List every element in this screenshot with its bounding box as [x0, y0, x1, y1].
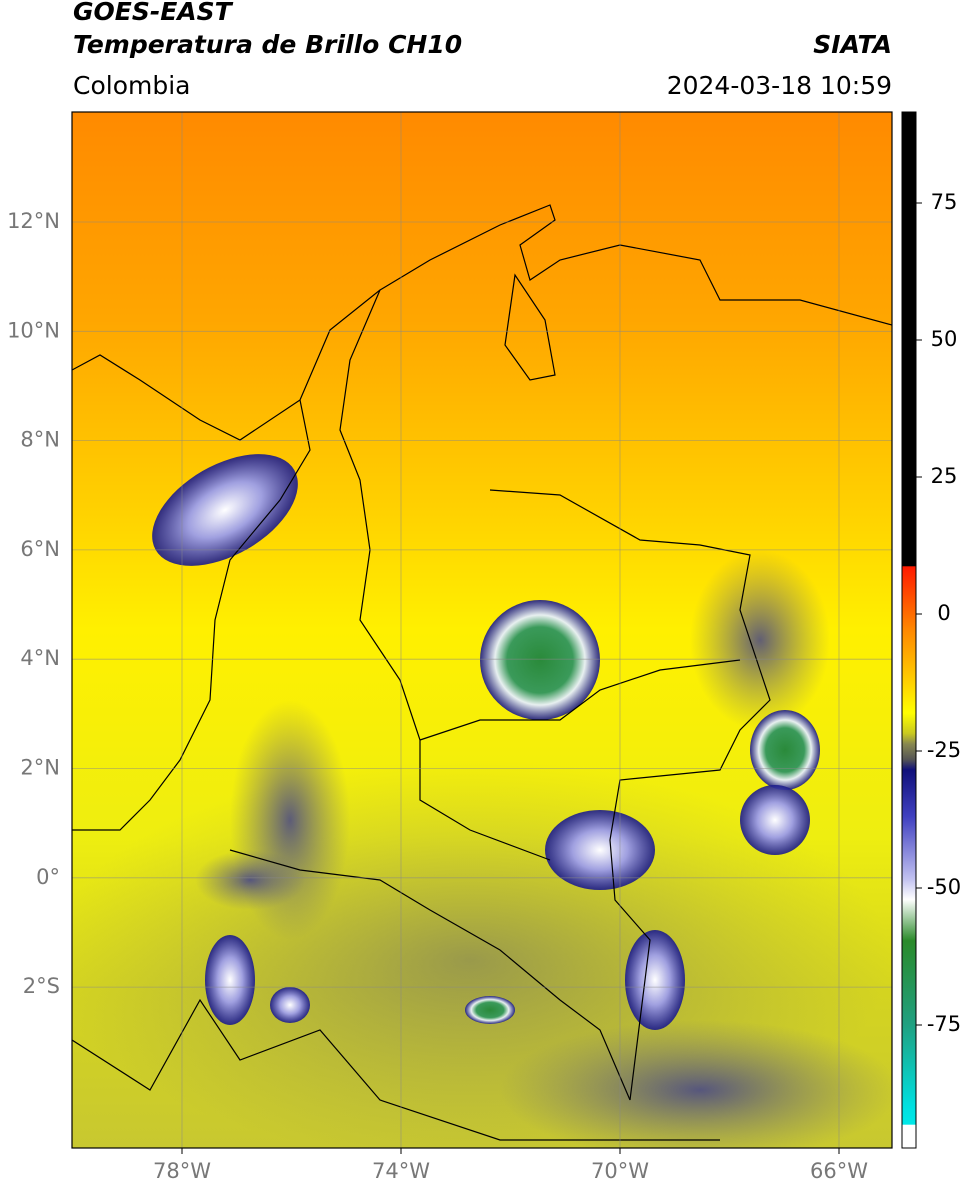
colorbar-tick-label: 0 — [937, 601, 950, 625]
region: Colombia — [73, 71, 190, 100]
title: GOES-EAST — [73, 0, 234, 26]
lon-label: 70°W — [591, 1159, 649, 1183]
lat-label: 2°S — [23, 974, 60, 998]
lat-label: 8°N — [20, 428, 60, 452]
lon-label: 66°W — [810, 1159, 868, 1183]
lon-label: 74°W — [372, 1159, 430, 1183]
map-frame — [71, 111, 893, 1149]
colorbar — [901, 111, 917, 1149]
map-image — [72, 112, 892, 1148]
subtitle: Temperatura de Brillo CH10 — [73, 30, 462, 59]
datetime: 2024-03-18 10:59 — [667, 71, 892, 100]
source: SIATA — [813, 30, 892, 59]
colorbar-tick-label: -75 — [927, 1012, 961, 1036]
lon-label: 78°W — [153, 1159, 211, 1183]
lat-label: 2°N — [20, 756, 60, 780]
graticule — [72, 112, 892, 1148]
colorbar-tick-label: 75 — [931, 190, 958, 214]
colorbar-tick-label: 50 — [931, 327, 958, 351]
colorbar-tick-label: -25 — [927, 738, 961, 762]
lat-label: 10°N — [7, 318, 60, 342]
colorbar-tick-label: -50 — [927, 875, 961, 899]
lat-label: 4°N — [20, 646, 60, 670]
lat-label: 12°N — [7, 209, 60, 233]
lat-label: 6°N — [20, 537, 60, 561]
colorbar-tick-label: 25 — [931, 464, 958, 488]
lat-label: 0° — [36, 865, 60, 889]
